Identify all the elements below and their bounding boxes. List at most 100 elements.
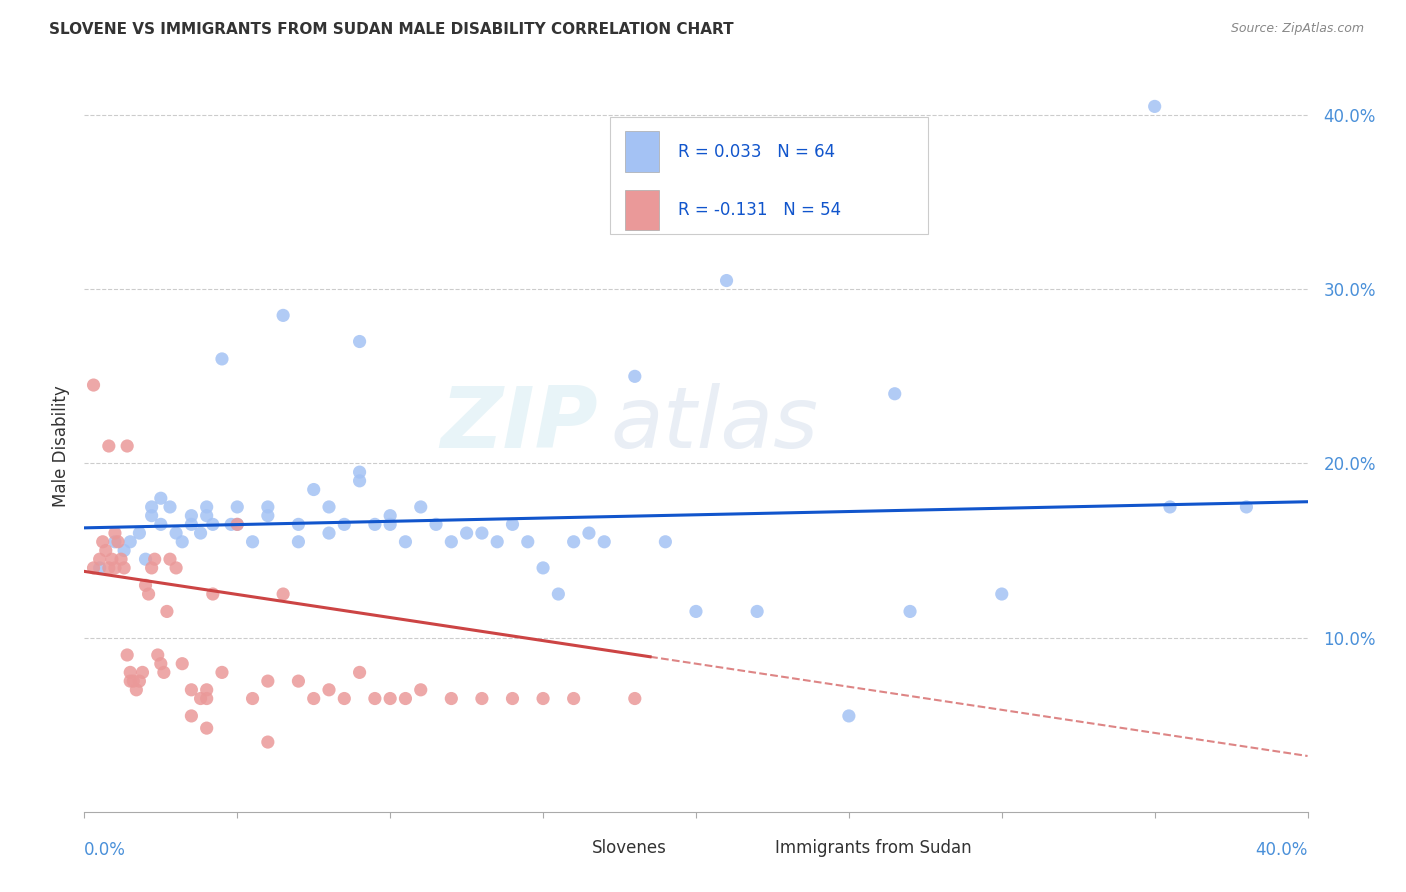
Point [409,500,432,514]
Point [159,552,181,566]
Point [153,665,176,680]
Point [302,483,325,497]
FancyBboxPatch shape [610,117,928,234]
Point [349,465,371,479]
Point [883,386,905,401]
Point [456,526,478,541]
Point [318,500,340,514]
Point [165,561,187,575]
Point [172,534,194,549]
Point [562,691,585,706]
Point [716,274,738,288]
Point [226,517,249,532]
Point [257,508,280,523]
Point [131,665,153,680]
Point [149,657,172,671]
Text: SLOVENE VS IMMIGRANTS FROM SUDAN MALE DISABILITY CORRELATION CHART: SLOVENE VS IMMIGRANTS FROM SUDAN MALE DI… [49,22,734,37]
Point [128,674,150,689]
Point [302,691,325,706]
Point [547,587,569,601]
Point [120,665,142,680]
Point [502,517,524,532]
Point [149,517,172,532]
Text: 0.0%: 0.0% [84,841,127,859]
Point [112,543,135,558]
Point [190,526,212,541]
Point [195,500,218,514]
Point [898,604,921,618]
Point [287,517,309,532]
Text: R = -0.131   N = 54: R = -0.131 N = 54 [678,201,841,219]
Point [287,674,309,689]
Point [122,674,145,689]
Point [91,534,114,549]
Point [364,691,387,706]
Point [991,587,1014,601]
Point [226,517,249,532]
Point [138,587,160,601]
Point [165,526,187,541]
Point [531,561,554,575]
Point [486,534,509,549]
Point [172,657,194,671]
Point [83,378,105,392]
Point [1143,99,1166,113]
Y-axis label: Male Disability: Male Disability [52,385,70,507]
FancyBboxPatch shape [733,836,766,859]
Point [125,682,148,697]
Point [471,526,494,541]
Point [669,212,692,227]
FancyBboxPatch shape [550,836,583,859]
Point [190,691,212,706]
Point [318,682,340,697]
Point [97,561,120,575]
Point [562,534,585,549]
Point [97,439,120,453]
Point [156,604,179,618]
Point [242,534,264,549]
Point [318,526,340,541]
Point [349,665,371,680]
Point [440,691,463,706]
Point [101,552,124,566]
Point [380,508,402,523]
Point [364,517,387,532]
Point [195,508,218,523]
Point [104,561,127,575]
Point [94,543,117,558]
Point [624,369,647,384]
Point [516,534,538,549]
Point [195,691,218,706]
Point [349,334,371,349]
Point [141,561,163,575]
Point [180,517,202,532]
Point [502,691,524,706]
Point [425,517,447,532]
Point [349,474,371,488]
Point [104,534,127,549]
Point [440,534,463,549]
Point [471,691,494,706]
Text: 40.0%: 40.0% [1256,841,1308,859]
Point [110,552,132,566]
Point [128,526,150,541]
FancyBboxPatch shape [626,131,659,171]
Point [89,552,111,566]
Point [180,508,202,523]
Point [593,534,616,549]
Point [685,604,707,618]
FancyBboxPatch shape [626,190,659,230]
Point [624,691,647,706]
Point [257,674,280,689]
Point [112,561,135,575]
Point [143,552,166,566]
Point [201,517,224,532]
Point [107,534,129,549]
Point [149,491,172,506]
Point [287,534,309,549]
Point [257,500,280,514]
Point [747,604,769,618]
Point [180,682,202,697]
Text: atlas: atlas [610,383,818,466]
Point [115,648,138,662]
